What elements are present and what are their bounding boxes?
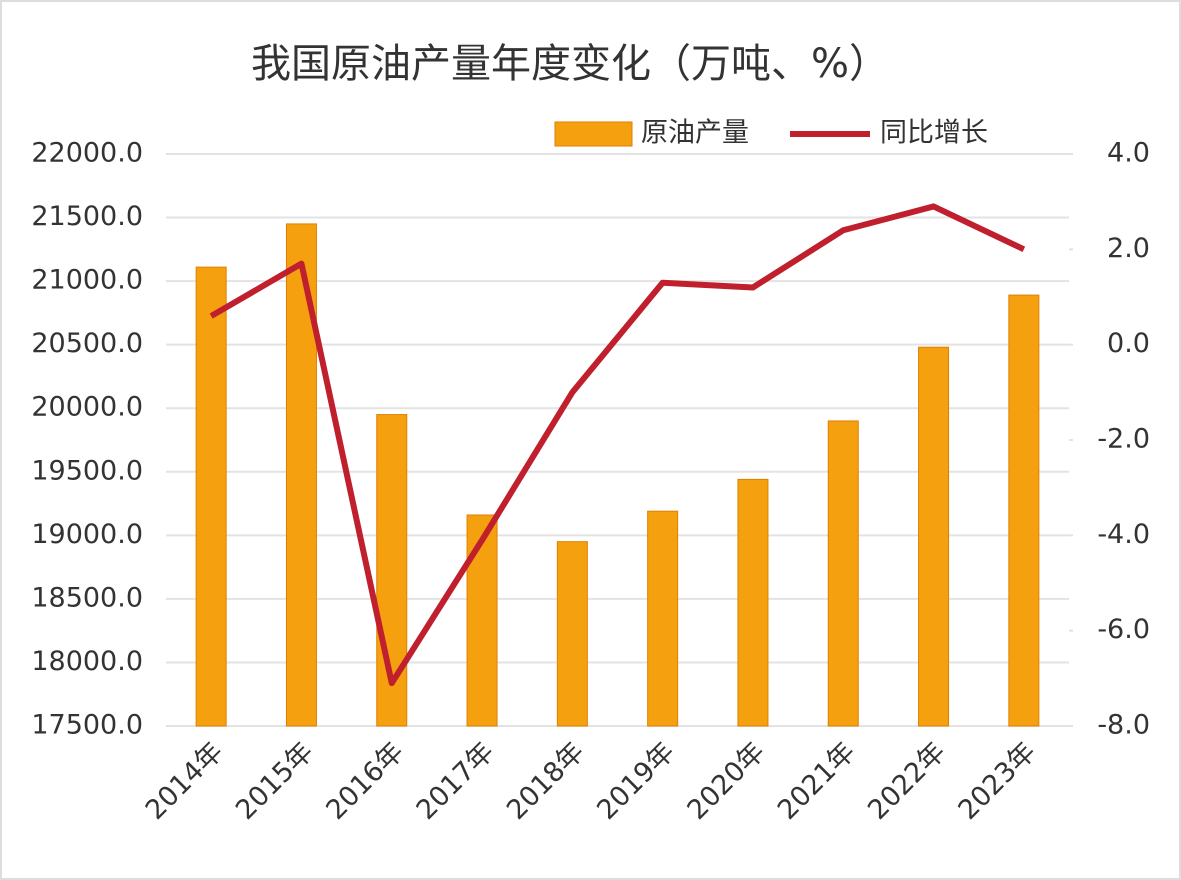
y-tick-label: 21500.0	[31, 201, 143, 232]
line	[209, 203, 1026, 687]
legend-label: 同比增长	[880, 118, 988, 149]
bar	[466, 514, 498, 727]
y2-tick-label: 2.0	[1107, 233, 1150, 264]
y2-tick-label: 4.0	[1107, 138, 1150, 169]
bar	[647, 510, 679, 727]
y-tick-label: 19500.0	[31, 455, 143, 486]
bar	[556, 541, 588, 727]
bar	[918, 346, 950, 727]
legend-swatch	[554, 121, 633, 147]
bar	[737, 478, 769, 727]
y2-tick-label: -8.0	[1097, 710, 1150, 741]
bar	[1008, 294, 1040, 727]
y2-tick-label: -6.0	[1097, 614, 1150, 645]
y2-tick-label: -2.0	[1097, 424, 1150, 455]
bar	[195, 266, 227, 727]
y2-tick-label: 0.0	[1107, 328, 1150, 359]
chart-title: 我国原油产量年度变化（万吨、%）	[251, 41, 889, 87]
y-tick-label: 20500.0	[31, 328, 143, 359]
bar	[827, 420, 859, 727]
y-tick-label: 19000.0	[31, 519, 143, 550]
y2-tick-label: -4.0	[1097, 519, 1150, 550]
y-tick-label: 18500.0	[31, 582, 143, 613]
y-tick-label: 20000.0	[31, 392, 143, 423]
y-tick-label: 22000.0	[31, 138, 143, 169]
y-tick-label: 17500.0	[31, 710, 143, 741]
y-tick-label: 18000.0	[31, 646, 143, 677]
legend-label: 原油产量	[641, 118, 749, 149]
y-tick-label: 21000.0	[31, 265, 143, 296]
